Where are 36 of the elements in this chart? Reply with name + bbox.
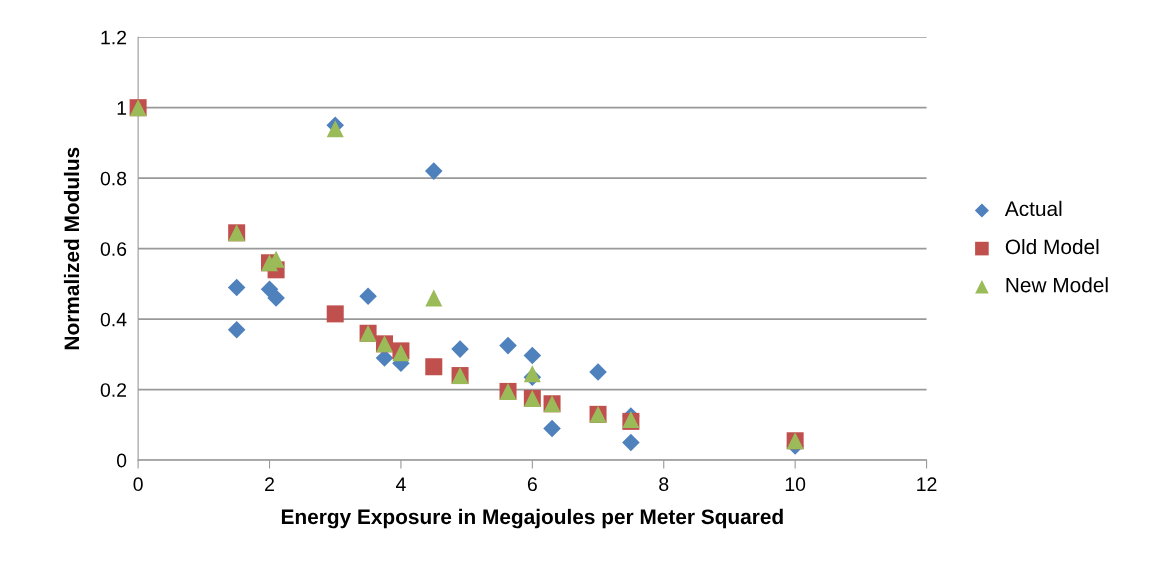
y-tick-label: 0	[116, 453, 127, 468]
x-tick-label: 8	[659, 477, 669, 492]
point	[425, 162, 443, 180]
y-tick-label: 0.2	[100, 383, 127, 397]
y-tick-label: 0.8	[100, 171, 127, 186]
x-tick-label: 0	[133, 477, 143, 492]
point	[622, 433, 640, 452]
x-tick-label: 10	[785, 477, 806, 492]
point	[425, 289, 443, 307]
x-axis-title: Energy Exposure in Megajoules per Meter Squared	[281, 508, 783, 529]
point	[523, 365, 541, 383]
y-axis-title: Normalized Modulus	[63, 147, 80, 350]
point	[543, 419, 561, 438]
legend-label: New Model	[1006, 277, 1108, 293]
x-tick-label: 12	[917, 477, 937, 491]
x-tick-label: 4	[395, 477, 406, 491]
point	[359, 287, 377, 306]
point	[589, 363, 607, 381]
point	[227, 320, 246, 339]
point	[499, 336, 517, 355]
point	[260, 280, 279, 298]
point	[227, 278, 246, 297]
point	[267, 289, 285, 307]
point	[451, 340, 469, 358]
point	[326, 120, 344, 138]
y-tick-label: 0.6	[100, 242, 127, 256]
y-tick-label: 1	[117, 101, 127, 115]
x-tick-label: 6	[527, 477, 537, 492]
x-tick-label: 2	[265, 477, 274, 491]
y-tick-label: 1.2	[101, 30, 127, 45]
point	[326, 305, 344, 323]
point	[523, 346, 542, 365]
legend-label: Actual	[1004, 200, 1062, 217]
point	[425, 358, 443, 376]
legend-label: Old Model	[1005, 238, 1099, 255]
y-tick-label: 0.4	[100, 312, 127, 327]
